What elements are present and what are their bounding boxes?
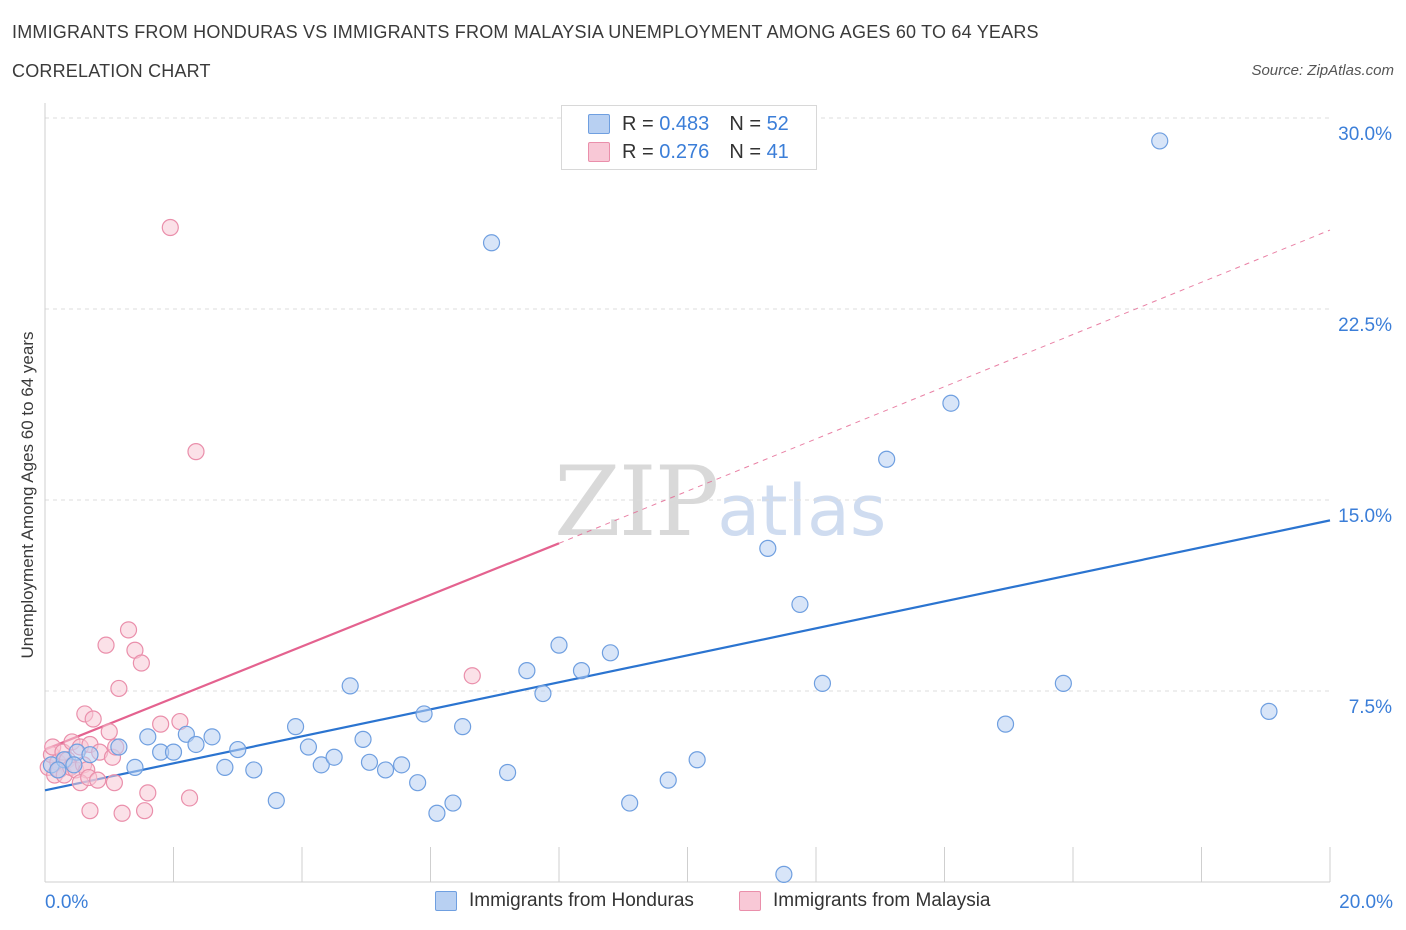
honduras-point <box>1261 703 1277 719</box>
honduras-point <box>230 742 246 758</box>
honduras-point <box>455 719 471 735</box>
legend-r-label: R = <box>622 113 654 136</box>
grid-lines <box>45 118 1330 691</box>
y-tick-label: 7.5% <box>1349 697 1392 718</box>
honduras-point <box>300 739 316 755</box>
honduras-point <box>622 795 638 811</box>
honduras-point <box>50 762 66 778</box>
legend-r-value-honduras: 0.483 <box>659 113 709 136</box>
honduras-point <box>602 645 618 661</box>
legend-n-label: N = <box>729 141 761 164</box>
malaysia-point <box>82 803 98 819</box>
y-axis-label: Unemployment Among Ages 60 to 64 years <box>18 332 38 659</box>
malaysia-point <box>153 716 169 732</box>
bottom-legend-swatch-malaysia <box>739 891 761 911</box>
axes <box>45 103 1330 882</box>
malaysia-point <box>114 805 130 821</box>
malaysia-point <box>182 790 198 806</box>
honduras-point <box>140 729 156 745</box>
honduras-point <box>288 719 304 735</box>
honduras-point <box>879 451 895 467</box>
legend-swatch-honduras <box>588 114 610 134</box>
malaysia-point <box>85 711 101 727</box>
honduras-point <box>204 729 220 745</box>
malaysia-point <box>106 775 122 791</box>
tick-labels: 7.5% 15.0% 22.5% 30.0% 0.0% 20.0% <box>45 124 1393 913</box>
honduras-point <box>519 663 535 679</box>
malaysia-point <box>121 622 137 638</box>
honduras-point <box>484 235 500 251</box>
malaysia-point <box>111 680 127 696</box>
honduras-point <box>445 795 461 811</box>
honduras-point <box>361 754 377 770</box>
data-points <box>40 133 1277 882</box>
malaysia-point <box>188 444 204 460</box>
honduras-point <box>792 596 808 612</box>
honduras-point <box>776 866 792 882</box>
honduras-point <box>127 759 143 775</box>
trendlines <box>45 230 1330 790</box>
honduras-point <box>535 686 551 702</box>
y-tick-label: 22.5% <box>1338 315 1392 336</box>
legend-row-malaysia: R = 0.276 N = 41 <box>562 138 789 166</box>
honduras-point <box>378 762 394 778</box>
honduras-point <box>814 675 830 691</box>
malaysia-point <box>90 772 106 788</box>
x-tick-label-max: 20.0% <box>1339 892 1393 913</box>
honduras-point <box>326 749 342 765</box>
honduras-point <box>111 739 127 755</box>
malaysia-point <box>101 724 117 740</box>
honduras-point <box>82 747 98 763</box>
honduras-point <box>429 805 445 821</box>
honduras-point <box>551 637 567 653</box>
malaysia-point <box>140 785 156 801</box>
y-tick-label: 30.0% <box>1338 124 1392 145</box>
correlation-legend: R = 0.483 N = 52 R = 0.276 N = 41 <box>561 105 817 170</box>
bottom-legend-honduras: Immigrants from Honduras <box>435 890 694 912</box>
legend-n-value-malaysia: 41 <box>767 141 789 164</box>
honduras-point <box>355 731 371 747</box>
honduras-point <box>573 663 589 679</box>
malaysia-point <box>98 637 114 653</box>
x-tick-label-min: 0.0% <box>45 892 88 913</box>
honduras-point <box>188 736 204 752</box>
legend-n-label: N = <box>729 113 761 136</box>
honduras-point <box>998 716 1014 732</box>
malaysia-point <box>162 220 178 236</box>
bottom-legend-malaysia: Immigrants from Malaysia <box>739 890 991 912</box>
honduras-point <box>416 706 432 722</box>
honduras-point <box>246 762 262 778</box>
bottom-legend-label-malaysia: Immigrants from Malaysia <box>773 890 991 912</box>
honduras-point <box>689 752 705 768</box>
legend-n-value-honduras: 52 <box>767 113 789 136</box>
legend-r-label: R = <box>622 141 654 164</box>
honduras-point <box>410 775 426 791</box>
honduras-point <box>760 540 776 556</box>
honduras-point <box>1055 675 1071 691</box>
malaysia-trendline <box>45 543 559 749</box>
y-tick-label: 15.0% <box>1338 506 1392 527</box>
malaysia-point <box>133 655 149 671</box>
honduras-point <box>943 395 959 411</box>
legend-r-value-malaysia: 0.276 <box>659 141 709 164</box>
honduras-point <box>660 772 676 788</box>
honduras-point <box>1152 133 1168 149</box>
honduras-point <box>217 759 233 775</box>
bottom-legend-label-honduras: Immigrants from Honduras <box>469 890 694 912</box>
malaysia-point <box>464 668 480 684</box>
malaysia-point <box>137 803 153 819</box>
honduras-point <box>268 793 284 809</box>
bottom-legend-swatch-honduras <box>435 891 457 911</box>
legend-swatch-malaysia <box>588 142 610 162</box>
malaysia-trendline-extension <box>559 230 1330 543</box>
honduras-point <box>166 744 182 760</box>
honduras-point <box>394 757 410 773</box>
legend-row-honduras: R = 0.483 N = 52 <box>562 110 789 138</box>
honduras-point <box>500 764 516 780</box>
honduras-point <box>342 678 358 694</box>
honduras-point <box>66 757 82 773</box>
